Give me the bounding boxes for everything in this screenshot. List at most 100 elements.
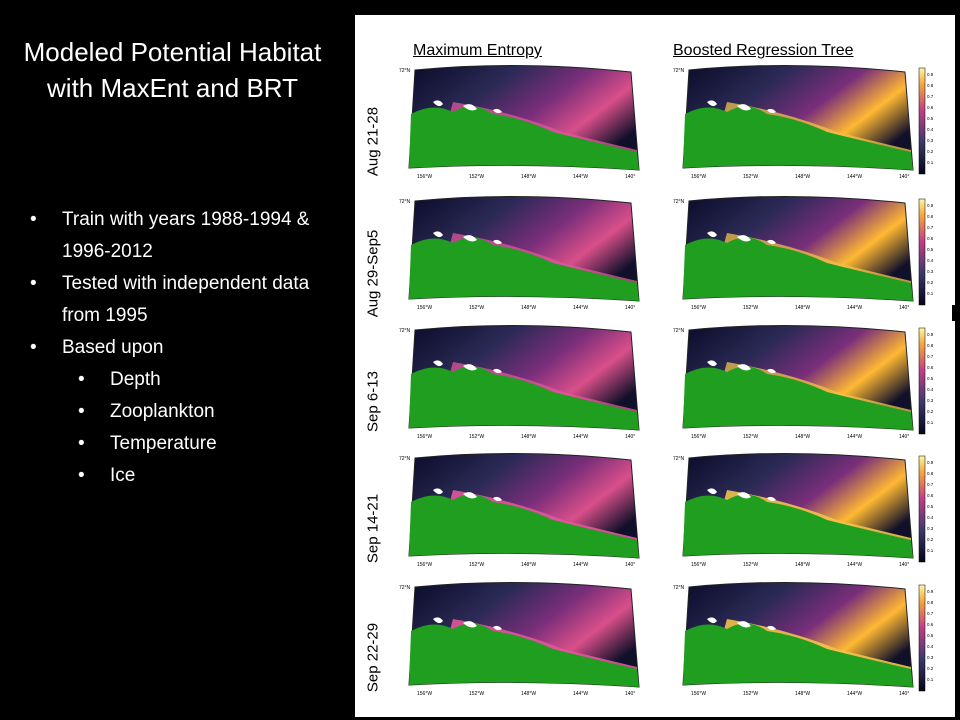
column-header-maxent: Maximum Entropy bbox=[413, 42, 542, 59]
lon-label: 144°W bbox=[573, 305, 588, 311]
lon-label: 152°W bbox=[469, 174, 484, 180]
lon-label: 156°W bbox=[417, 434, 432, 440]
lon-label: 140° bbox=[899, 305, 909, 311]
maxent-map-panel: 72°N 156°W 152°W 148°W 144°W 140° bbox=[393, 579, 643, 702]
colorbar-tick-label: 0.7 bbox=[927, 225, 934, 230]
brt-map-panel: 72°N 156°W 152°W 148°W 144°W 140° 0.9 0.8 0.7 0.6… bbox=[667, 450, 937, 573]
land-mass bbox=[683, 106, 913, 170]
lat-label: 72°N bbox=[399, 456, 411, 462]
lat-label: 72°N bbox=[399, 328, 411, 334]
row-label: Sep 6-13 bbox=[364, 371, 382, 432]
coast-gap bbox=[433, 360, 502, 374]
lon-label: 148°W bbox=[521, 305, 536, 311]
colorbar-tick-label: 0.7 bbox=[927, 354, 934, 359]
maxent-map-panel: 72°N 156°W 152°W 148°W 144°W 140° bbox=[393, 450, 643, 573]
lat-label: 72°N bbox=[673, 328, 685, 334]
colorbar-tick-label: 0.1 bbox=[927, 420, 934, 425]
lon-label: 156°W bbox=[417, 562, 432, 568]
colorbar bbox=[918, 584, 926, 692]
colorbar-tick-label: 0.8 bbox=[927, 214, 934, 219]
lon-label: 156°W bbox=[691, 174, 706, 180]
lon-label: 156°W bbox=[691, 562, 706, 568]
lon-label: 148°W bbox=[795, 562, 810, 568]
lat-label: 72°N bbox=[399, 68, 411, 74]
lat-label: 72°N bbox=[399, 199, 411, 205]
colorbar-tick-label: 0.2 bbox=[927, 409, 934, 414]
colorbar-tick-label: 0.9 bbox=[927, 203, 934, 208]
lon-label: 148°W bbox=[521, 174, 536, 180]
column-header-brt: Boosted Regression Tree bbox=[673, 42, 854, 59]
colorbar-tick-label: 0.6 bbox=[927, 236, 934, 241]
lon-label: 152°W bbox=[743, 305, 758, 311]
colorbar-tick-label: 0.5 bbox=[927, 504, 934, 509]
coast-gap bbox=[433, 488, 502, 502]
coast-gap bbox=[707, 100, 776, 114]
lon-label: 144°W bbox=[847, 691, 862, 697]
lon-label: 148°W bbox=[795, 305, 810, 311]
colorbar-tick-label: 0.7 bbox=[927, 611, 934, 616]
colorbar-tick-label: 0.7 bbox=[927, 482, 934, 487]
colorbar bbox=[918, 67, 926, 175]
lon-label: 148°W bbox=[795, 174, 810, 180]
coast-gap bbox=[707, 488, 776, 502]
bullet-list: Train with years 1988-1994 & 1996-2012 T… bbox=[30, 204, 330, 492]
lon-label: 140° bbox=[899, 562, 909, 568]
row-label: Sep 14-21 bbox=[364, 493, 382, 564]
sub-bullet-item: Zooplankton bbox=[30, 396, 330, 428]
lon-label: 156°W bbox=[691, 434, 706, 440]
sub-bullet-item: Depth bbox=[30, 364, 330, 396]
colorbar-tick-label: 0.3 bbox=[927, 526, 934, 531]
lon-label: 152°W bbox=[469, 305, 484, 311]
coast-gap bbox=[707, 231, 776, 245]
lon-label: 140° bbox=[625, 691, 635, 697]
bullet-item: Train with years 1988-1994 & 1996-2012 bbox=[30, 204, 330, 268]
row-label: Aug 21-28 bbox=[364, 106, 382, 177]
lon-label: 144°W bbox=[847, 305, 862, 311]
lon-label: 140° bbox=[625, 434, 635, 440]
lon-label: 140° bbox=[899, 691, 909, 697]
colorbar-tick-label: 0.4 bbox=[927, 258, 934, 263]
colorbar-tick-label: 0.3 bbox=[927, 138, 934, 143]
land-mass bbox=[683, 237, 913, 301]
colorbar-tick-label: 0.6 bbox=[927, 493, 934, 498]
lon-label: 144°W bbox=[573, 434, 588, 440]
lat-label: 72°N bbox=[673, 585, 685, 591]
coast-gap bbox=[707, 360, 776, 374]
lon-label: 156°W bbox=[417, 305, 432, 311]
lon-label: 152°W bbox=[469, 562, 484, 568]
colorbar-tick-label: 0.2 bbox=[927, 537, 934, 542]
lon-label: 148°W bbox=[521, 562, 536, 568]
colorbar-tick-label: 0.5 bbox=[927, 376, 934, 381]
colorbar-tick-label: 0.2 bbox=[927, 149, 934, 154]
lon-label: 144°W bbox=[847, 562, 862, 568]
land-mass bbox=[409, 366, 639, 430]
colorbar-tick-label: 0.5 bbox=[927, 633, 934, 638]
colorbar-tick-label: 0.8 bbox=[927, 83, 934, 88]
colorbar-tick-label: 0.1 bbox=[927, 677, 934, 682]
lon-label: 144°W bbox=[847, 434, 862, 440]
colorbar-tick-label: 0.4 bbox=[927, 127, 934, 132]
colorbar-tick-label: 0.1 bbox=[927, 291, 934, 296]
colorbar-tick-label: 0.9 bbox=[927, 332, 934, 337]
colorbar-tick-label: 0.4 bbox=[927, 515, 934, 520]
lon-label: 152°W bbox=[743, 691, 758, 697]
sub-bullet-item: Temperature bbox=[30, 428, 330, 460]
colorbar-tick-label: 0.9 bbox=[927, 460, 934, 465]
figure-edge-gap bbox=[952, 305, 960, 321]
colorbar-tick-label: 0.4 bbox=[927, 644, 934, 649]
colorbar-tick-label: 0.1 bbox=[927, 160, 934, 165]
coast-gap bbox=[707, 617, 776, 631]
land-mass bbox=[409, 106, 639, 170]
sub-bullet-item: Ice bbox=[30, 460, 330, 492]
colorbar-tick-label: 0.3 bbox=[927, 269, 934, 274]
lon-label: 144°W bbox=[573, 691, 588, 697]
brt-map-panel: 72°N 156°W 152°W 148°W 144°W 140° 0.9 0.8 0.7 0.6… bbox=[667, 193, 937, 316]
colorbar-tick-label: 0.6 bbox=[927, 105, 934, 110]
lon-label: 140° bbox=[625, 305, 635, 311]
lat-label: 72°N bbox=[673, 456, 685, 462]
colorbar-tick-label: 0.6 bbox=[927, 365, 934, 370]
lon-label: 144°W bbox=[573, 562, 588, 568]
bullet-item: Based upon bbox=[30, 332, 330, 364]
lon-label: 152°W bbox=[469, 434, 484, 440]
coast-gap bbox=[433, 617, 502, 631]
